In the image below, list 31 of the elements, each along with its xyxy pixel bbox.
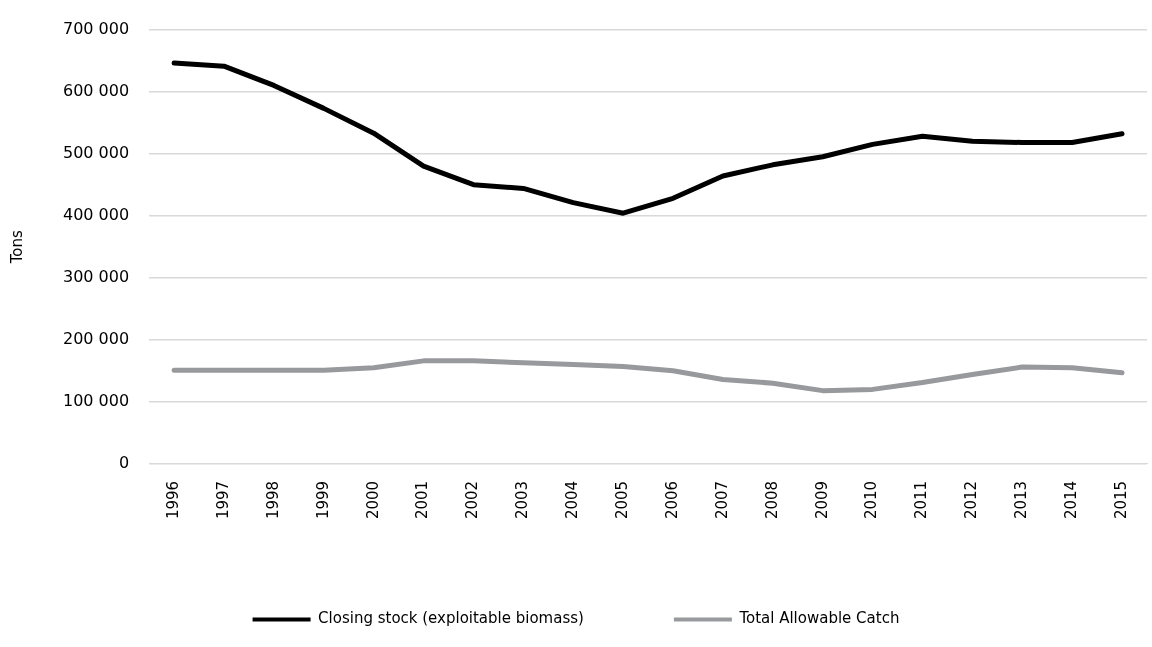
x-tick-label: 2005 [613,480,632,520]
y-tick-label: 200 000 [62,328,130,348]
y-tick-label: 400 000 [62,204,130,224]
x-tick-label: 2003 [513,480,532,520]
legend-label: Closing stock (exploitable biomass) [318,609,584,628]
y-tick-label: 700 000 [62,18,130,38]
y-tick-label: 500 000 [62,142,130,162]
x-tick-label: 2004 [563,480,582,520]
x-tick-label: 2014 [1062,480,1081,520]
x-tick-label: 2013 [1012,480,1031,520]
x-tick-label: 2015 [1111,480,1130,520]
x-tick-label: 2001 [413,480,432,520]
y-tick-label: 100 000 [62,390,130,410]
y-tick-label: 0 [118,452,130,472]
x-tick-label: 2002 [463,480,482,520]
x-tick-label: 1997 [213,480,232,520]
x-tick-label: 1999 [313,480,332,520]
x-tick-label: 2008 [762,480,781,520]
y-axis-title: Tons [7,229,26,265]
x-tick-label: 2000 [363,480,382,520]
x-tick-label: 2009 [812,480,831,520]
y-tick-label: 600 000 [62,80,130,100]
legend-label: Total Allowable Catch [738,609,900,628]
x-tick-label: 2011 [912,480,931,520]
y-tick-label: 300 000 [62,266,130,286]
x-tick-label: 1996 [164,480,182,520]
x-tick-label: 2006 [662,480,681,520]
x-tick-label: 2007 [712,480,731,520]
x-tick-label: 2012 [962,480,981,520]
x-tick-label: 2010 [862,480,881,520]
x-tick-label: 1998 [263,480,282,520]
